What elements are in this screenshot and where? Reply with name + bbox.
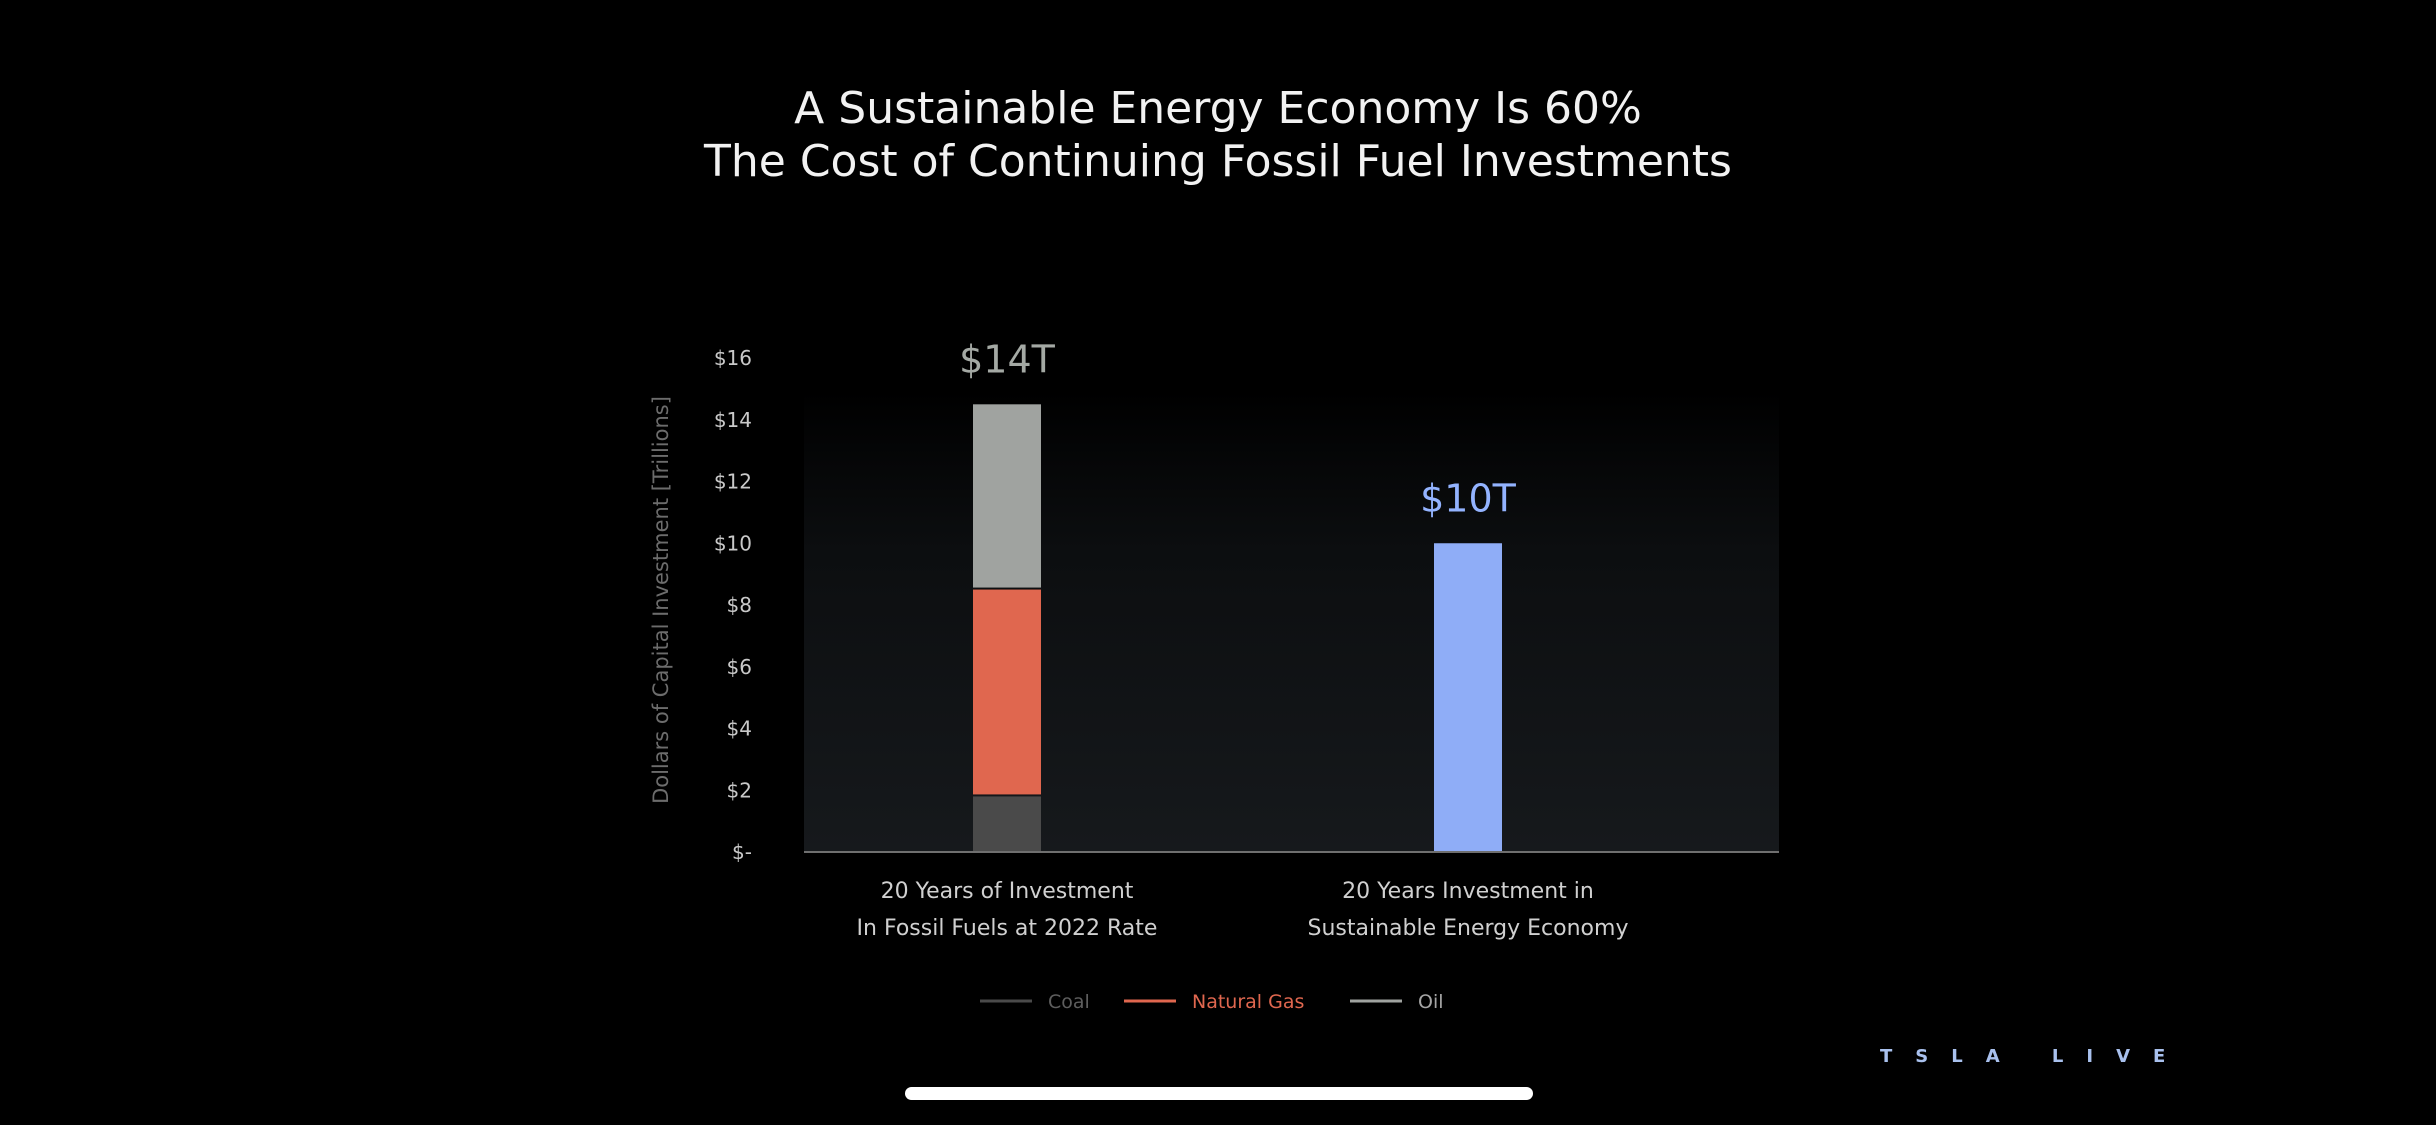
- bar-segment-oil: [973, 404, 1041, 588]
- tesla-live-watermark: TSLA LIVE: [1880, 1046, 2188, 1067]
- y-tick-label: $10: [714, 531, 752, 555]
- x-category-label: Sustainable Energy Economy: [1308, 916, 1629, 941]
- y-tick-label: $2: [727, 778, 752, 802]
- legend-label: Coal: [1048, 991, 1090, 1013]
- x-category-label: In Fossil Fuels at 2022 Rate: [857, 916, 1158, 941]
- y-tick-label: $6: [727, 655, 752, 679]
- bar-segment-sustainable: [1434, 543, 1502, 852]
- x-category-label: 20 Years Investment in: [1342, 879, 1594, 904]
- bar-segment-coal: [973, 796, 1041, 852]
- y-tick-label: $8: [727, 593, 752, 617]
- home-indicator[interactable]: [905, 1087, 1533, 1100]
- legend-label: Natural Gas: [1192, 991, 1304, 1013]
- y-tick-label: $14: [714, 408, 752, 432]
- legend: Coal Natural Gas Oil: [980, 991, 1444, 1013]
- plot-area: [804, 390, 1779, 852]
- y-tick-label: $4: [727, 717, 752, 741]
- legend-label: Oil: [1418, 991, 1444, 1013]
- bar-total-label: $14T: [959, 337, 1056, 381]
- chart-title-line-2: The Cost of Continuing Fossil Fuel Inves…: [703, 136, 1732, 187]
- y-axis: $- $2 $4 $6 $8 $10 $12 $14 $16: [714, 346, 752, 864]
- y-tick-label: $-: [732, 840, 752, 864]
- chart-title: A Sustainable Energy Economy Is 60% The …: [703, 83, 1732, 187]
- bar-total-label: $10T: [1420, 476, 1517, 520]
- y-axis-title: Dollars of Capital Investment [Trillions…: [649, 396, 673, 804]
- y-tick-label: $12: [714, 470, 752, 494]
- chart-title-line-1: A Sustainable Energy Economy Is 60%: [794, 83, 1642, 134]
- y-tick-label: $16: [714, 346, 752, 370]
- bar-segment-natural-gas: [973, 589, 1041, 795]
- bars: $14T $10T: [959, 337, 1517, 852]
- x-category-label: 20 Years of Investment: [881, 879, 1134, 904]
- x-axis: 20 Years of Investment In Fossil Fuels at…: [857, 879, 1629, 941]
